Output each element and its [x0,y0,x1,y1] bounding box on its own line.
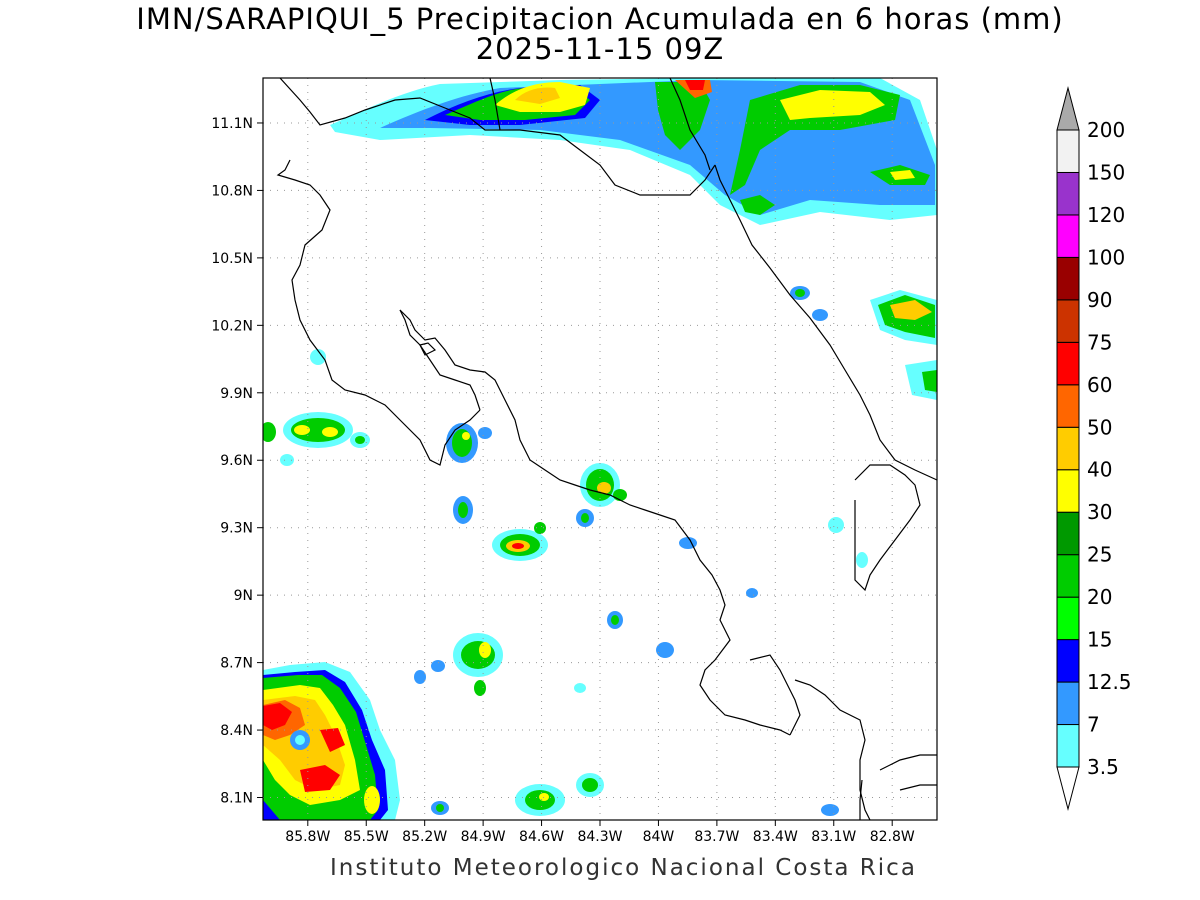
colorbar-label: 150 [1087,160,1125,184]
colorbar-swatch [1056,129,1080,173]
map-title: IMN/SARAPIQUI_5 Precipitacion Acumulada … [136,2,1064,36]
colorbar-swatch [1056,299,1080,343]
colorbar-swatch [1056,171,1080,216]
colorbar-swatch [1056,384,1080,428]
precip-field [263,78,937,820]
lat-tick-label: 8.4N [220,723,253,739]
colorbar-swatch [1056,256,1080,301]
colorbar-swatch [1056,511,1080,556]
lat-tick-label: 10.5N [211,251,253,267]
lat-tick-label: 10.2N [211,318,253,334]
map-date: 2025-11-15 09Z [475,32,725,66]
colorbar-swatch [1056,214,1080,258]
precip-storm-southwest [263,662,400,820]
precip-band-north [330,78,937,225]
colorbar-label: 20 [1087,585,1112,609]
colorbar-swatch [1056,426,1080,471]
colorbar-label: 100 [1087,245,1125,269]
colorbar-label: 75 [1087,330,1112,354]
lat-tick-label: 11.1N [211,116,253,132]
lon-tick-label: 85.8W [285,829,330,845]
colorbar-label: 120 [1087,203,1125,227]
lon-tick-label: 83.1W [811,829,856,845]
colorbar-label: 7 [1087,713,1100,737]
lon-tick-label: 83.4W [753,829,798,845]
lat-tick-label: 9N [234,588,253,604]
colorbar-swatch [1056,639,1080,683]
colorbar-swatch [1056,554,1080,598]
colorbar-label: 15 [1087,628,1112,652]
lon-tick-label: 82.8W [870,829,915,845]
colorbar-swatch [1056,724,1080,768]
lat-tick-label: 9.6N [220,453,253,469]
lon-tick-label: 83.7W [694,829,739,845]
lat-tick-label: 8.7N [220,656,253,672]
colorbar-min-arrow [1056,766,1080,811]
colorbar-max-arrow [1056,86,1080,131]
lon-tick-label: 85.5W [344,829,389,845]
colorbar-label: 200 [1087,118,1125,142]
colorbar-label: 60 [1087,373,1112,397]
colorbar-swatch [1056,681,1080,726]
colorbar-label: 90 [1087,288,1112,312]
colorbar-label: 40 [1087,458,1112,482]
lon-tick-label: 84.3W [577,829,622,845]
axis-ticks: 11.1N 10.8N 10.5N 10.2N 9.9N 9.6N 9.3N 9N 8.7N 8.… [211,116,915,845]
colorbar-label: 3.5 [1087,755,1119,779]
colorbar-swatch [1056,341,1080,386]
coastline [276,78,937,820]
lon-tick-label: 84.9W [461,829,506,845]
lon-tick-label: 84W [643,829,675,845]
colorbar-swatch [1056,469,1080,513]
lat-tick-label: 8.1N [220,791,253,807]
lon-tick-label: 85.2W [402,829,447,845]
precip-blobs-central [263,349,627,816]
lat-tick-label: 10.8N [211,183,253,199]
colorbar-label: 25 [1087,543,1112,567]
lat-tick-label: 9.3N [220,521,253,537]
colorbar-label: 50 [1087,415,1112,439]
colorbar-label: 30 [1087,500,1112,524]
footer-credit: Instituto Meteorologico Nacional Costa R… [330,855,917,881]
colorbar: 3.5 7 12.5 15 20 25 30 40 50 60 75 90 100 120 150 200 [1056,86,1132,811]
lat-tick-label: 9.9N [220,386,253,402]
colorbar-label: 12.5 [1087,670,1132,694]
colorbar-swatch [1056,596,1080,641]
lon-tick-label: 84.6W [519,829,564,845]
